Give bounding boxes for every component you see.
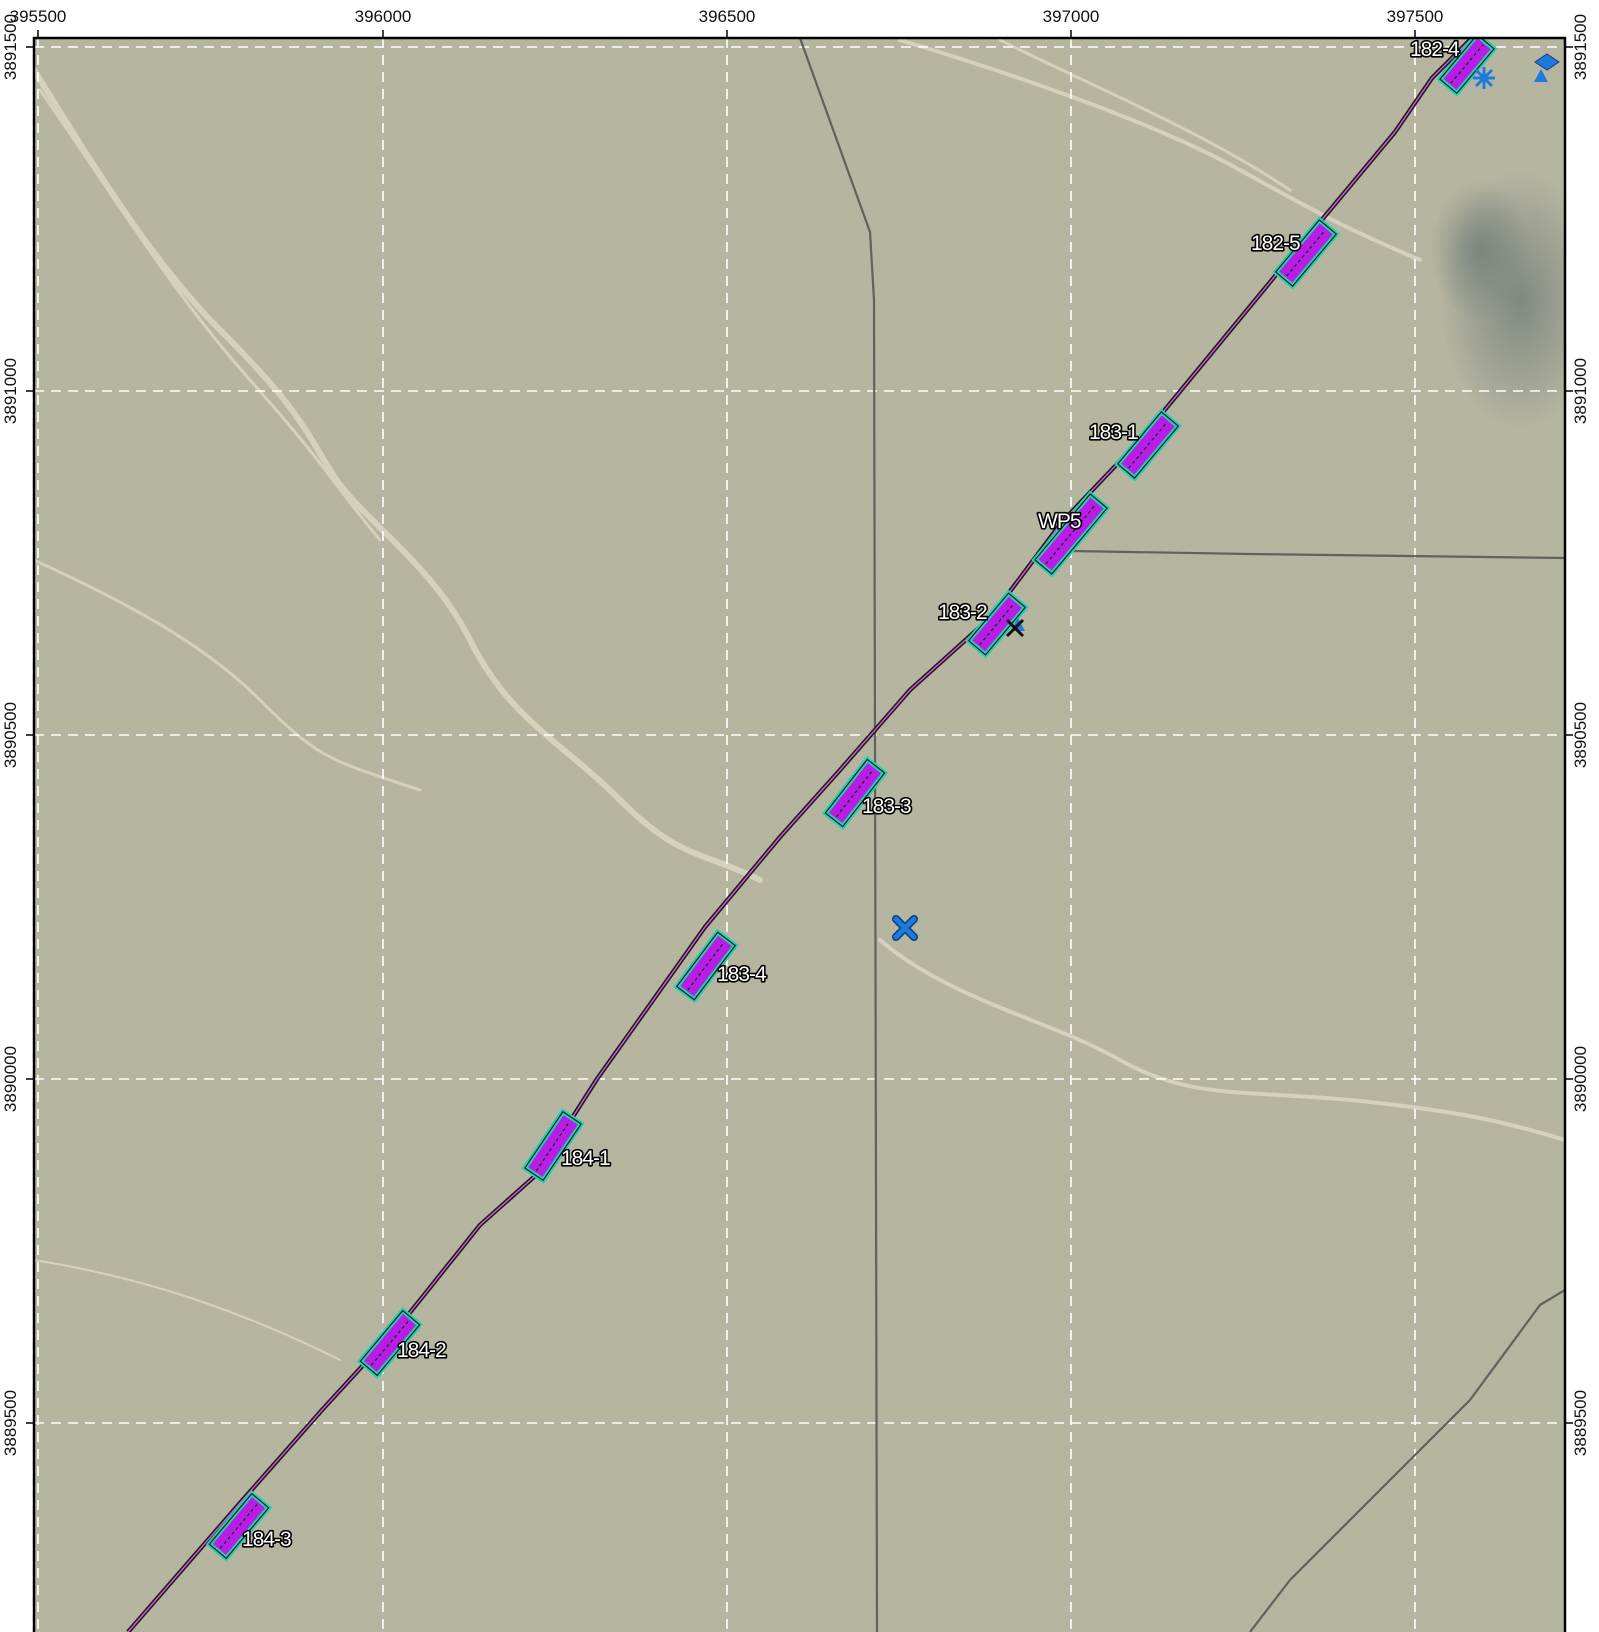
tower-pad-184-1[interactable] [521,1108,585,1184]
site-label-183-2: 183-2 [938,601,987,624]
tower-pad-183-3[interactable] [821,755,889,831]
north-south-road [798,38,879,1632]
tower-pad-182-5[interactable] [1272,216,1340,290]
blue-asterisk-icon[interactable] [1473,67,1495,89]
site-label-182-4: 182-4 [1410,38,1460,61]
northing-ticks-right: 3891500 3891000 3890500 3890000 3889500 [1565,14,1590,1456]
tower-pad-184-2[interactable] [356,1307,424,1379]
northing-tick-label: 3891000 [1571,358,1590,424]
tower-pads [205,38,1498,1562]
tower-pad-183-1[interactable] [1114,408,1182,482]
northing-tick-label: 3891000 [1,358,20,424]
tower-pad-183-2[interactable] [965,589,1029,659]
point-markers [892,53,1560,941]
easting-tick-label: 396000 [355,7,412,26]
easting-tick-label: 396500 [699,7,756,26]
site-label-183-4: 183-4 [717,963,767,986]
site-label-184-3: 184-3 [242,1528,291,1551]
roads [798,38,1565,1632]
site-label-182-5: 182-5 [1251,232,1300,255]
site-label-183-3: 183-3 [862,795,911,818]
northing-tick-label: 3890000 [1571,1046,1590,1112]
northing-tick-label: 3891500 [1571,14,1590,80]
east-west-road [1071,549,1565,560]
blue-triangle-icon[interactable] [1534,69,1548,82]
northing-ticks-left: 3891500 3891000 3890500 3890000 3889500 [1,14,34,1456]
blue-diamond-icon[interactable] [1534,53,1560,71]
blue-cross-icon[interactable] [892,915,918,941]
northing-tick-label: 3890500 [1571,702,1590,768]
tower-pad-wp5[interactable] [1031,490,1111,578]
site-label-wp5: WP5 [1038,510,1081,533]
easting-tick-label: 397500 [1387,7,1444,26]
imagery-layer [34,38,1565,1632]
southeast-road [1249,1289,1565,1632]
easting-tick-label: 395500 [10,7,67,26]
northing-tick-label: 3890500 [1,702,20,768]
northing-tick-label: 3889500 [1571,1390,1590,1456]
northing-tick-label: 3891500 [1,14,20,80]
site-label-183-1: 183-1 [1089,421,1138,444]
tower-pad-184-3[interactable] [205,1490,273,1562]
northing-tick-label: 3889500 [1,1390,20,1456]
site-label-184-1: 184-1 [561,1147,610,1170]
black-cross-icon[interactable] [1005,618,1025,638]
easting-ticks: 395500 396000 396500 397000 397500 [10,7,1444,38]
map-frame [32,36,1567,1632]
tower-pad-183-4[interactable] [673,928,739,1004]
site-labels: 182-4 182-5 183-1 WP5 183-2 183-3 183-4 … [240,36,1462,1552]
site-label-184-2: 184-2 [397,1339,446,1362]
northing-tick-label: 3890000 [1,1046,20,1112]
easting-tick-label: 397000 [1043,7,1100,26]
